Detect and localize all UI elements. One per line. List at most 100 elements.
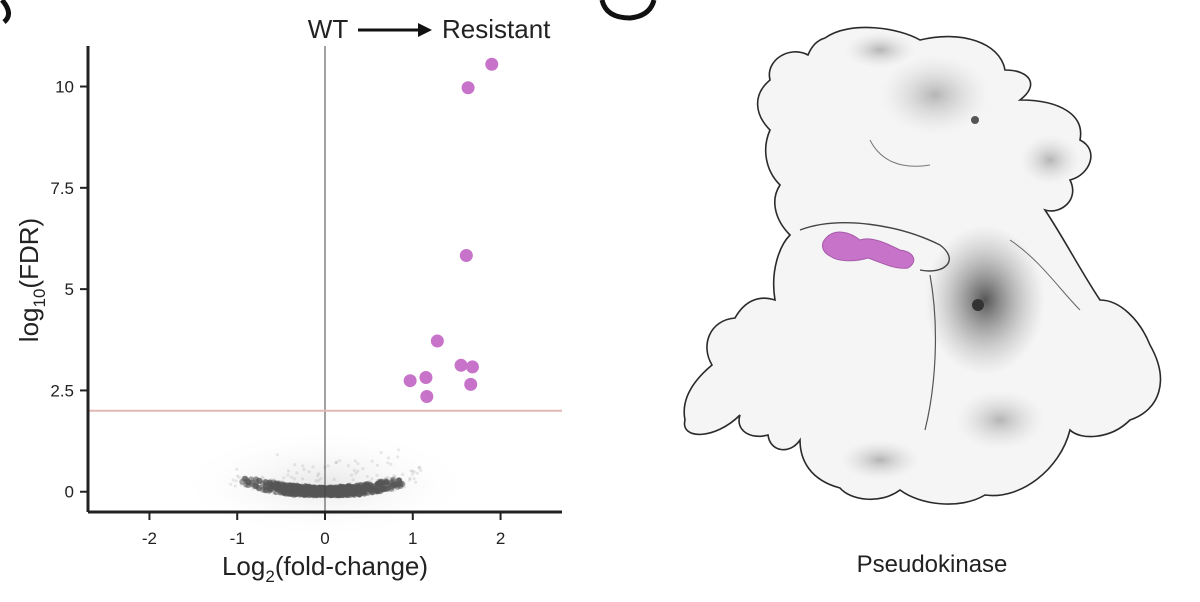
y-tick-label: 7.5 [50, 179, 74, 198]
background-point [338, 459, 342, 463]
surface-shade-top [845, 32, 915, 68]
x-tick-label: -1 [230, 529, 245, 548]
background-point [302, 467, 306, 471]
significant-point [403, 374, 417, 388]
background-point [402, 485, 406, 489]
background-point [419, 468, 423, 473]
annotation-arrow-head [418, 23, 432, 37]
background-point [348, 481, 352, 485]
x-tick-label: -2 [142, 529, 157, 548]
x-tick-label: 2 [496, 529, 505, 548]
surface-contour [1009, 239, 1081, 311]
background-point [375, 463, 379, 467]
background-point [281, 480, 285, 484]
background-point [335, 492, 342, 499]
background-point [331, 488, 338, 495]
background-point [385, 475, 390, 479]
background-point [411, 472, 415, 476]
background-point [332, 477, 336, 481]
background-point [392, 488, 396, 492]
background-point [293, 477, 297, 481]
background-point [411, 469, 415, 473]
background-point [379, 451, 383, 455]
background-point [356, 469, 360, 473]
background-point [272, 491, 276, 495]
background-point [286, 469, 291, 473]
background-point [261, 476, 265, 480]
background-point [386, 456, 391, 460]
background-point [408, 476, 412, 480]
background-point [263, 486, 270, 493]
background-point [301, 464, 305, 468]
background-point [418, 466, 422, 470]
background-point [308, 485, 315, 492]
background-point [373, 482, 380, 489]
highlighted-residues [822, 231, 915, 269]
background-point [346, 464, 351, 468]
background-point [319, 489, 326, 496]
background-point [356, 491, 363, 498]
y-tick-label: 10 [55, 78, 74, 97]
background-point [354, 471, 358, 475]
background-point [364, 481, 368, 485]
surface-shade-right [1020, 135, 1080, 185]
background-point [360, 489, 367, 496]
background-point [239, 483, 243, 487]
background-point [389, 462, 393, 466]
background-point [334, 460, 339, 464]
background-point [237, 475, 241, 479]
background-point [282, 481, 286, 485]
annotation-from-label: WT [308, 14, 349, 44]
panel-letter-fragment-right [599, 0, 657, 21]
y-tick-label: 0 [65, 483, 74, 502]
background-point [235, 474, 240, 478]
background-point [279, 480, 283, 484]
volcano-plot: WT Resistant 0 2.5 5 7.5 10 -2 -1 0 1 2 Log2(fol… [14, 14, 562, 586]
significant-point [461, 81, 475, 95]
surface-pit [972, 299, 984, 311]
background-point [263, 482, 269, 489]
significant-points [403, 57, 499, 404]
background-point [353, 459, 357, 463]
significant-point [464, 377, 478, 391]
background-point [271, 481, 278, 488]
background-point [390, 476, 394, 481]
protein-surface-illustration: Pseudokinase [683, 26, 1162, 578]
background-point [277, 487, 284, 494]
background-point [326, 464, 330, 468]
background-point [339, 492, 346, 499]
background-point [352, 468, 356, 472]
background-point [367, 492, 371, 496]
significant-point [430, 334, 444, 348]
background-point [396, 455, 400, 459]
surface-shade-bottom [840, 440, 920, 480]
surface-shade-lower [955, 390, 1045, 450]
background-point [376, 479, 380, 483]
surface-contour [924, 274, 937, 431]
background-point [283, 486, 290, 493]
significant-point [454, 358, 468, 372]
background-point [319, 476, 323, 481]
background-point [307, 470, 311, 474]
surface-contour [869, 139, 931, 167]
background-point [301, 489, 308, 496]
background-point [386, 461, 390, 465]
background-point [282, 476, 286, 480]
background-point [273, 489, 280, 496]
background-point [355, 484, 362, 491]
background-point [245, 479, 252, 486]
background-point [379, 486, 386, 493]
background-point [407, 478, 412, 482]
x-ticks: -2 -1 0 1 2 [142, 512, 505, 548]
background-point [311, 465, 315, 469]
x-tick-label: 1 [408, 529, 417, 548]
y-ticks: 0 2.5 5 7.5 10 [50, 78, 88, 502]
background-point [392, 481, 399, 488]
y-tick-label: 2.5 [50, 381, 74, 400]
background-point [397, 448, 401, 452]
background-point [334, 461, 338, 465]
background-point [317, 472, 321, 476]
background-point [344, 484, 351, 491]
surface-pit-small [971, 116, 979, 124]
